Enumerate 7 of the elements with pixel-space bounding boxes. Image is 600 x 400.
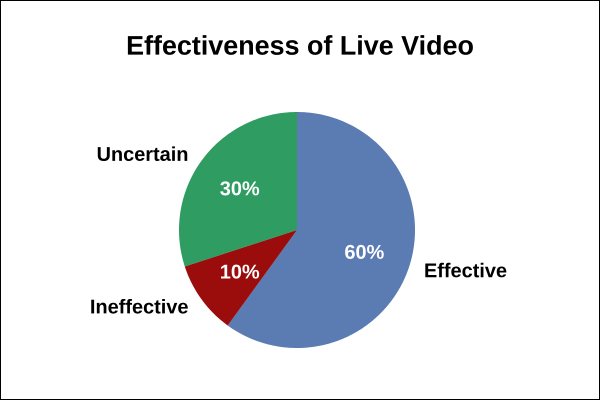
chart-title: Effectiveness of Live Video <box>128 35 473 55</box>
data-label: 10% <box>221 264 260 279</box>
slice-label: Ineffective <box>91 298 188 314</box>
data-label: 30% <box>220 181 260 196</box>
data-label: 60% <box>345 244 384 259</box>
slice-label: Uncertain <box>98 146 188 162</box>
slice-label: Effective <box>425 262 506 278</box>
